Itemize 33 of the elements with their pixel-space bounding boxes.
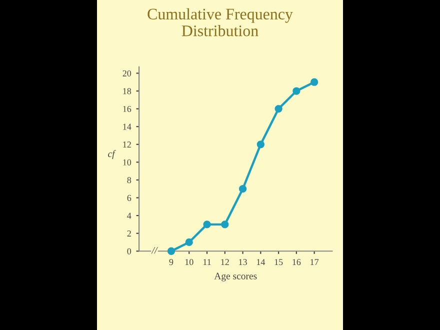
y-tick-label: 4 [127, 212, 132, 219]
point [167, 247, 176, 255]
y-tick-label: 20 [122, 70, 132, 76]
x-tick-label: 13 [239, 259, 247, 266]
y-tick-label: 18 [123, 88, 132, 94]
y-tick-label: 2 [127, 230, 131, 236]
point [185, 238, 193, 246]
chart-title: Cumulative Frequency Distribution [148, 8, 293, 36]
x-tick-label: 12 [221, 259, 229, 266]
x-axis-title: Age scores [214, 272, 257, 282]
point [221, 220, 229, 228]
x-tick-label: 16 [292, 259, 301, 266]
point [292, 87, 300, 95]
y-tick-label: 8 [127, 177, 132, 184]
x-tick-label: 9 [169, 259, 174, 266]
y-axis-title: cf [108, 150, 116, 160]
x-tick-label: 10 [185, 259, 194, 266]
y-tick-label: 12 [123, 142, 131, 148]
y-tick-label: 6 [127, 194, 132, 201]
x-tick-label: 15 [274, 259, 283, 266]
x-tick-label: 17 [310, 259, 319, 266]
point [238, 185, 247, 193]
annotation: // [151, 247, 158, 254]
x-tick-label: 14 [256, 259, 266, 266]
x-tick-label: 11 [203, 259, 211, 266]
point [256, 140, 264, 148]
point [274, 104, 282, 113]
y-tick-label: 16 [123, 106, 132, 112]
y-tick-label: 0 [127, 248, 132, 254]
y-tick-label: 10 [123, 159, 132, 166]
point [203, 220, 211, 228]
y-tick-label: 14 [123, 124, 132, 130]
point [310, 78, 318, 86]
